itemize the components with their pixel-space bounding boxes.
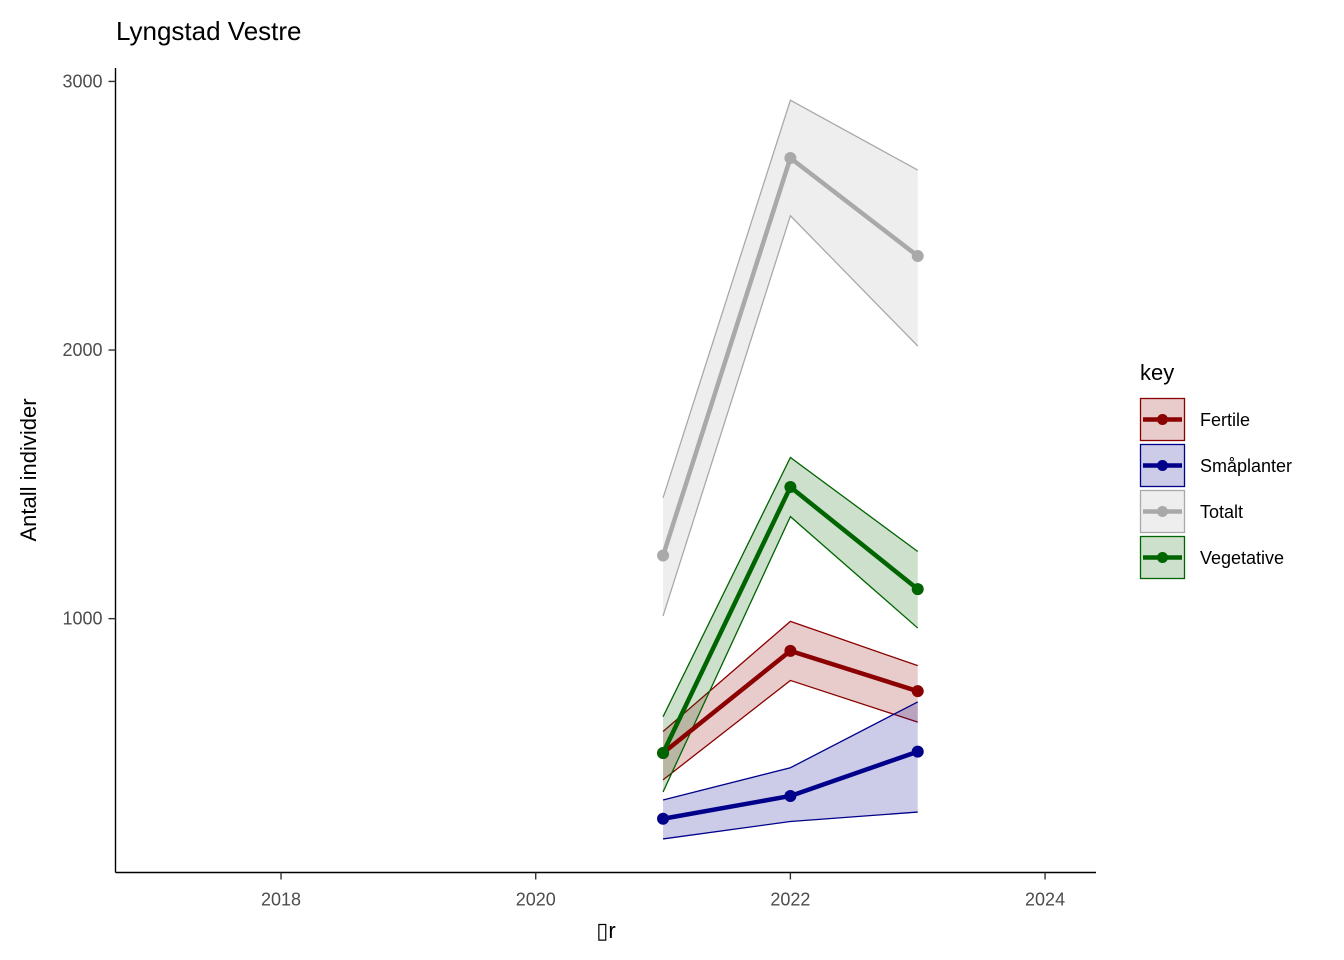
point-vegetative-2023 [911, 583, 924, 596]
legend-title: key [1140, 360, 1174, 385]
band-smaplanter [663, 701, 918, 839]
legend-point-smaplanter [1157, 460, 1168, 471]
y-axis-title: Antall individer [16, 398, 41, 541]
y-tick-label: 1000 [62, 609, 102, 629]
y-ticks: 1000 2000 3000 [62, 71, 116, 629]
point-fertile-2022 [784, 644, 797, 657]
point-vegetative-2021 [657, 746, 670, 759]
legend-item-vegetative: Vegetative [1139, 535, 1284, 580]
legend-label-smaplanter: Småplanter [1200, 456, 1292, 476]
band-upper-vegetative [662, 456, 919, 717]
point-totalt-2021 [657, 549, 670, 562]
x-tick-label: 2020 [516, 890, 556, 910]
legend-item-totalt: Totalt [1139, 489, 1243, 534]
band-lower-totalt [662, 214, 919, 617]
legend-point-fertile [1157, 414, 1168, 425]
band-lower-smaplanter [662, 811, 918, 840]
band-vegetative [663, 457, 918, 792]
point-totalt-2022 [784, 151, 797, 164]
point-fertile-2023 [911, 685, 924, 698]
band-upper-totalt [662, 99, 919, 498]
band-upper-fertile [662, 620, 918, 732]
legend-item-smaplanter: Småplanter [1139, 443, 1292, 488]
point-vegetative-2022 [784, 481, 797, 494]
point-smaplanter-2023 [911, 745, 924, 758]
point-totalt-2023 [911, 250, 924, 263]
point-smaplanter-2022 [784, 789, 797, 802]
legend-label-fertile: Fertile [1200, 410, 1250, 430]
legend-label-totalt: Totalt [1200, 502, 1243, 522]
legend: key Fertile Småplanter Totalt Vegetative [1139, 360, 1292, 580]
axes [114, 68, 1096, 874]
legend-point-totalt [1157, 506, 1168, 517]
x-ticks: 2018 2020 2022 2024 [261, 872, 1065, 910]
legend-point-vegetative [1157, 552, 1168, 563]
chart-title: Lyngstad Vestre [116, 16, 302, 46]
y-tick-label: 2000 [62, 340, 102, 360]
legend-items: Fertile Småplanter Totalt Vegetative [1139, 397, 1292, 580]
band-lower-fertile [662, 679, 918, 781]
legend-label-vegetative: Vegetative [1200, 548, 1284, 568]
y-tick-label: 3000 [62, 71, 102, 91]
point-smaplanter-2021 [657, 812, 670, 825]
confidence-bands [662, 99, 919, 840]
band-upper-smaplanter [662, 701, 919, 801]
x-tick-label: 2024 [1025, 890, 1065, 910]
series-points [657, 151, 924, 825]
x-axis-title: ▯r [596, 918, 615, 943]
band-lower-vegetative [662, 515, 919, 793]
legend-item-fertile: Fertile [1139, 397, 1250, 442]
band-totalt [663, 100, 918, 616]
band-fertile [663, 621, 918, 780]
x-tick-label: 2018 [261, 890, 301, 910]
x-tick-label: 2022 [770, 890, 810, 910]
